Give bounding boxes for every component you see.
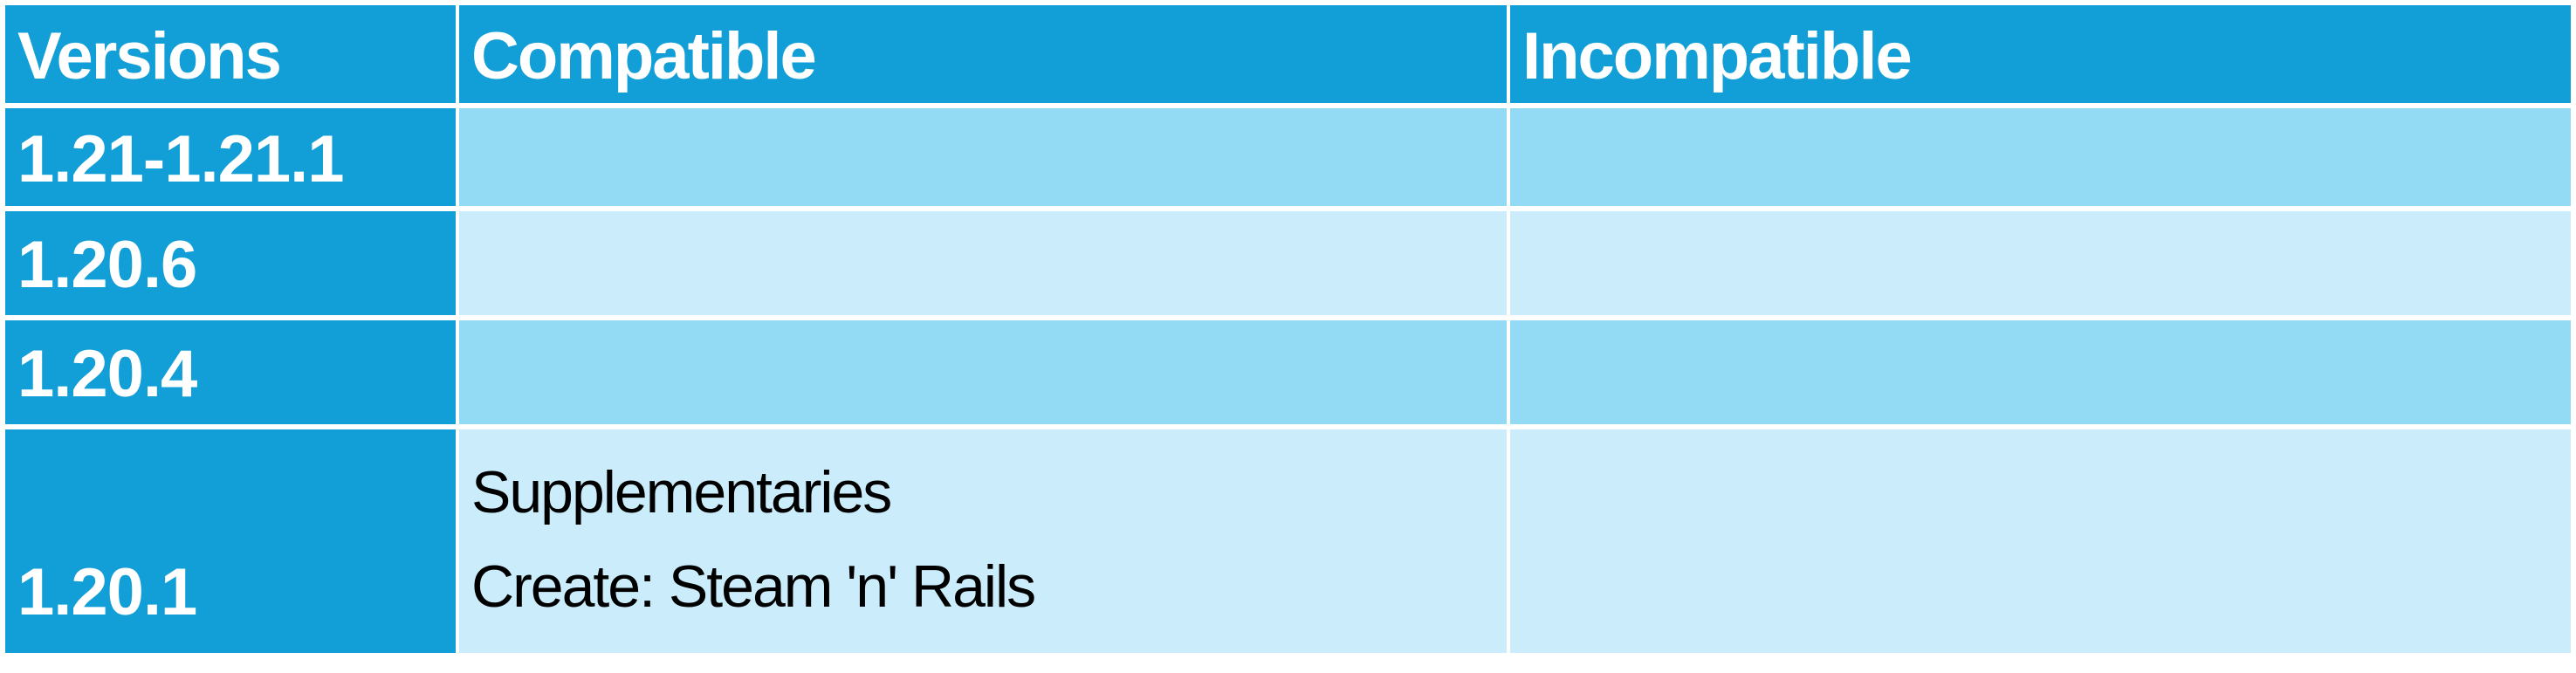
incompatible-cell (1510, 108, 2571, 206)
compatibility-table: Versions Compatible Incompatible 1.21-1.… (5, 5, 2571, 653)
compatible-cell: Supplementaries Create: Steam 'n' Rails (459, 429, 1507, 653)
compatible-cell (459, 320, 1507, 424)
mod-name: Supplementaries (471, 459, 892, 525)
version-cell: 1.20.1 (5, 429, 456, 653)
compatible-cell (459, 211, 1507, 315)
header-versions: Versions (5, 5, 456, 103)
header-compatible: Compatible (459, 5, 1507, 103)
mod-name: Create: Steam 'n' Rails (471, 553, 1036, 620)
version-cell: 1.20.4 (5, 320, 456, 424)
version-cell: 1.21-1.21.1 (5, 108, 456, 206)
incompatible-cell (1510, 211, 2571, 315)
header-incompatible: Incompatible (1510, 5, 2571, 103)
incompatible-cell (1510, 429, 2571, 653)
compatible-cell (459, 108, 1507, 206)
version-cell: 1.20.6 (5, 211, 456, 315)
incompatible-cell (1510, 320, 2571, 424)
